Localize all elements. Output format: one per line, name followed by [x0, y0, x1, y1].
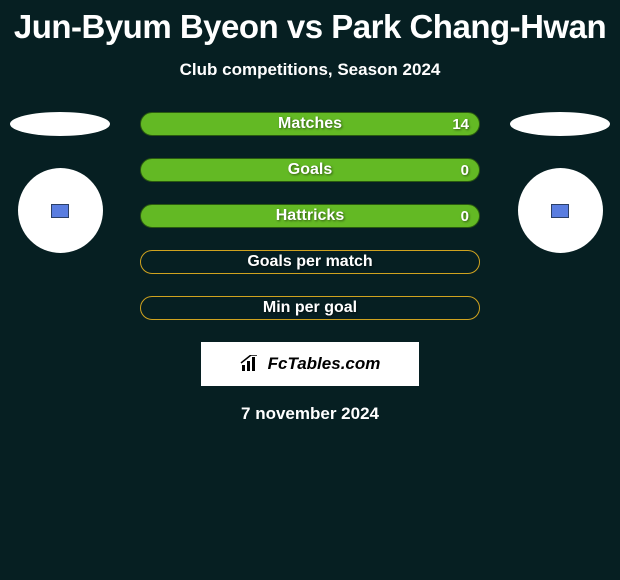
- stat-bar-hattricks: Hattricks 0: [140, 204, 480, 228]
- flag-right: [510, 112, 610, 136]
- stat-value-right: 0: [461, 162, 469, 179]
- flag-left: [10, 112, 110, 136]
- page-subtitle: Club competitions, Season 2024: [0, 60, 620, 80]
- stat-label: Goals per match: [247, 253, 372, 271]
- player-right-column: [500, 112, 620, 253]
- date-text: 7 november 2024: [0, 404, 620, 424]
- stat-label: Goals: [288, 161, 332, 179]
- stat-label: Min per goal: [263, 299, 357, 317]
- brand-text: FcTables.com: [268, 354, 381, 374]
- stat-bar-goals: Goals 0: [140, 158, 480, 182]
- stat-bar-matches: Matches 14: [140, 112, 480, 136]
- stat-bar-goals-per-match: Goals per match: [140, 250, 480, 274]
- team-logo-right-inner: [551, 204, 569, 218]
- bar-chart-icon: [240, 355, 262, 373]
- stat-label: Hattricks: [276, 207, 344, 225]
- page-title: Jun-Byum Byeon vs Park Chang-Hwan: [0, 0, 620, 46]
- team-logo-right: [518, 168, 603, 253]
- stat-bars: Matches 14 Goals 0 Hattricks 0 Goals per…: [140, 112, 480, 320]
- stat-value-right: 0: [461, 208, 469, 225]
- stat-bar-min-per-goal: Min per goal: [140, 296, 480, 320]
- team-logo-left: [18, 168, 103, 253]
- stat-label: Matches: [278, 115, 342, 133]
- team-logo-left-inner: [51, 204, 69, 218]
- comparison-content: Matches 14 Goals 0 Hattricks 0 Goals per…: [0, 112, 620, 424]
- player-left-column: [0, 112, 120, 253]
- stat-value-right: 14: [452, 116, 469, 133]
- brand-box[interactable]: FcTables.com: [201, 342, 419, 386]
